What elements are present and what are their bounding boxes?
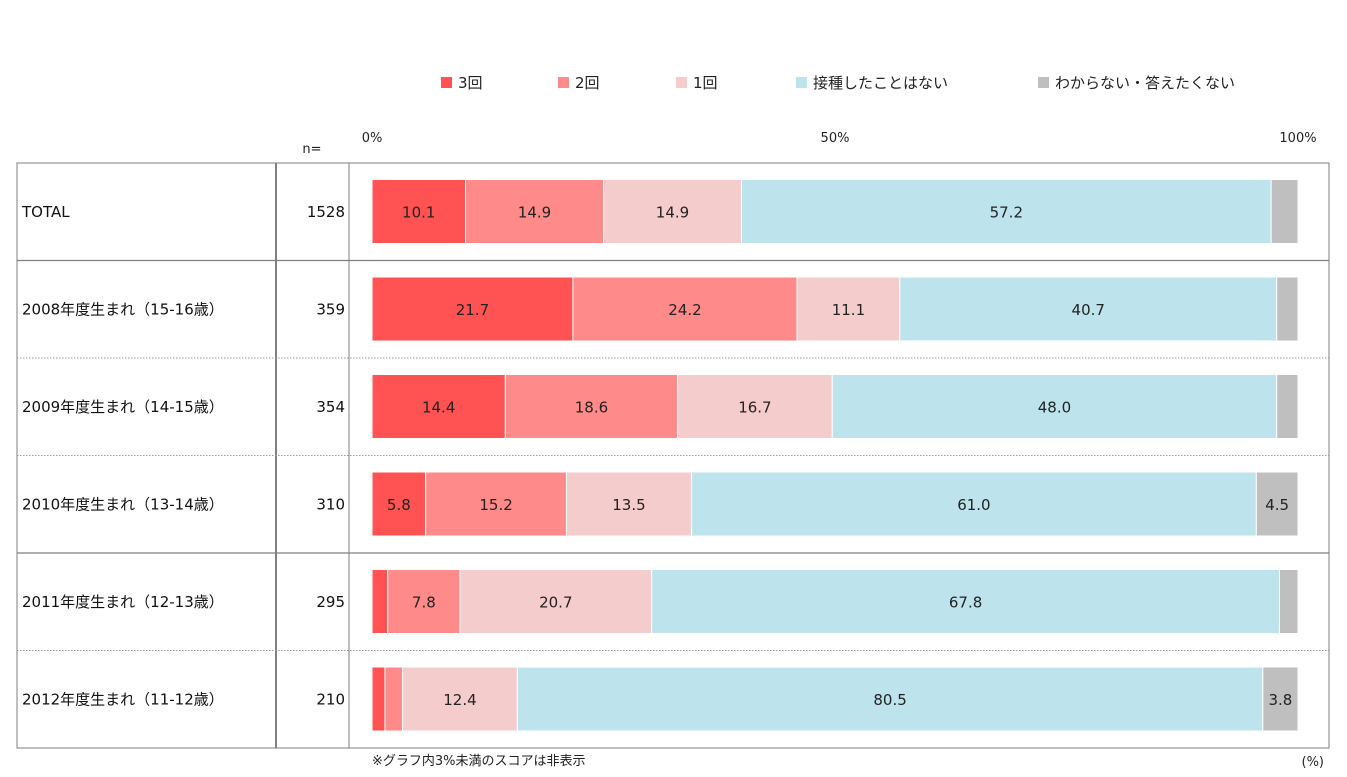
data-label: 18.6 <box>575 399 608 417</box>
bar-segment <box>677 374 833 439</box>
n-header: n= <box>302 142 321 157</box>
bar-segment <box>371 374 506 439</box>
bar-segment <box>1255 471 1299 537</box>
data-label: 15.2 <box>479 496 512 514</box>
data-label: 5.8 <box>387 496 411 514</box>
bar-segment <box>740 179 1272 244</box>
unit-label: (%) <box>1302 755 1325 770</box>
bar-segment <box>371 569 389 634</box>
row-label: TOTAL <box>21 203 70 221</box>
bar-segment <box>1276 276 1299 342</box>
data-label: 14.4 <box>422 399 455 417</box>
data-label: 48.0 <box>1038 399 1071 417</box>
data-label: 67.8 <box>949 594 982 612</box>
bar-segment <box>1278 569 1299 634</box>
row-label: 2012年度生まれ（11-12歳） <box>22 690 224 708</box>
legend-label: 接種したことはない <box>813 74 948 92</box>
data-label: 11.1 <box>832 301 865 319</box>
table-row: TOTAL 1528 10.1 14.9 14.9 57.2 <box>21 179 1299 244</box>
row-n: 210 <box>316 690 345 708</box>
row-label: 2009年度生まれ（14-15歳） <box>22 398 224 416</box>
row-n: 295 <box>316 593 345 611</box>
table-row: 2012年度生まれ（11-12歳） 210 12.4 80.5 3.8 <box>22 666 1299 732</box>
bar-segment <box>651 569 1280 634</box>
data-label: 20.7 <box>539 594 572 612</box>
legend-label: 2回 <box>575 74 600 92</box>
data-label: 10.1 <box>402 204 435 222</box>
legend-item-0: 3回 <box>441 74 483 92</box>
row-n: 359 <box>316 300 345 318</box>
legend-label: わからない・答えたくない <box>1055 74 1235 92</box>
footnote: ※グラフ内3%未満のスコアは非表示 <box>372 753 586 769</box>
table-row: 2009年度生まれ（14-15歳） 354 14.4 18.6 16.7 48.0 <box>22 374 1299 439</box>
legend-swatch <box>441 77 452 88</box>
data-label: 12.4 <box>443 691 476 709</box>
bar-segment <box>690 471 1257 537</box>
chart-rows: TOTAL 1528 10.1 14.9 14.9 57.2 2008年度生まれ（15-16… <box>21 179 1299 732</box>
data-label: 40.7 <box>1072 301 1105 319</box>
bar-segment <box>516 666 1264 732</box>
legend: 3回 2回 1回 接種したことはない わからない・答えたくない <box>441 74 1235 92</box>
table-row: 2010年度生まれ（13-14歳） 310 5.8 15.2 13.5 61.0 4.5 <box>22 471 1299 537</box>
table-row: 2008年度生まれ（15-16歳） 359 21.7 24.2 11.1 40.7 <box>22 276 1299 342</box>
row-label: 2008年度生まれ（15-16歳） <box>22 300 224 318</box>
row-n: 354 <box>316 398 345 416</box>
row-label: 2011年度生まれ（12-13歳） <box>22 593 224 611</box>
data-label: 61.0 <box>957 496 990 514</box>
bar-segment <box>1262 666 1299 732</box>
legend-swatch <box>676 77 687 88</box>
bar-segment <box>899 276 1278 342</box>
axis-tick-0: 0% <box>362 131 383 146</box>
bar-segment <box>371 666 386 732</box>
data-label: 3.8 <box>1268 691 1292 709</box>
data-label: 16.7 <box>738 399 771 417</box>
data-label: 21.7 <box>456 301 489 319</box>
row-label: 2010年度生まれ（13-14歳） <box>22 495 224 513</box>
table-row: 2011年度生まれ（12-13歳） 295 7.8 20.7 67.8 <box>22 569 1299 634</box>
bar-segment <box>1270 179 1299 244</box>
data-label: 14.9 <box>656 204 689 222</box>
table-frame <box>16 162 1330 749</box>
bar-segment <box>459 569 653 634</box>
bar-segment <box>504 374 679 439</box>
bar-segment <box>465 179 604 244</box>
data-label: 4.5 <box>1265 496 1289 514</box>
bar-segment <box>565 471 692 537</box>
data-label: 13.5 <box>612 496 645 514</box>
legend-label: 3回 <box>458 74 483 92</box>
legend-item-4: わからない・答えたくない <box>1038 74 1235 92</box>
data-label: 24.2 <box>668 301 701 319</box>
bar-segment <box>371 471 427 537</box>
bar-segment <box>371 179 467 244</box>
bar-segment <box>603 179 742 244</box>
legend-item-1: 2回 <box>558 74 600 92</box>
bar-segment <box>1276 374 1299 439</box>
row-n: 1528 <box>307 203 345 221</box>
bar-segment <box>425 471 567 537</box>
bar-segment <box>384 666 404 732</box>
bar-segment <box>831 374 1278 439</box>
data-label: 80.5 <box>873 691 906 709</box>
row-n: 310 <box>316 495 345 513</box>
legend-swatch <box>558 77 569 88</box>
bar-segment <box>387 569 461 634</box>
legend-item-3: 接種したことはない <box>796 74 948 92</box>
bar-segment <box>572 276 798 342</box>
data-label: 57.2 <box>990 204 1023 222</box>
data-label: 14.9 <box>518 204 551 222</box>
legend-swatch <box>796 77 807 88</box>
legend-item-2: 1回 <box>676 74 718 92</box>
bar-segment <box>371 276 574 342</box>
axis-tick-50: 50% <box>821 131 850 146</box>
legend-label: 1回 <box>693 74 718 92</box>
axis-tick-100: 100% <box>1279 131 1316 146</box>
data-label: 7.8 <box>412 594 436 612</box>
frame-border <box>16 162 1330 749</box>
legend-swatch <box>1038 77 1049 88</box>
bar-segment <box>796 276 901 342</box>
